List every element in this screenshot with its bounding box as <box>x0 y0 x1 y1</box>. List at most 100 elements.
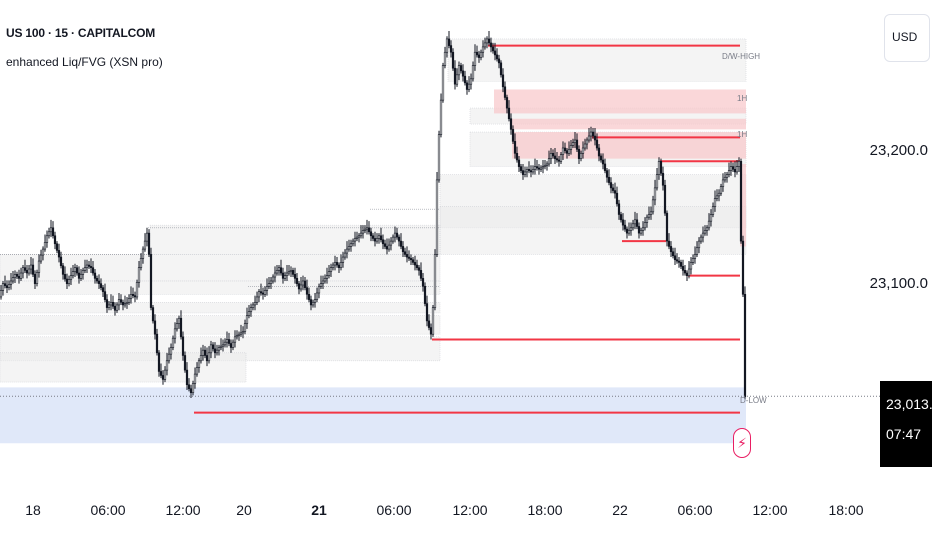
currency-button[interactable]: USD <box>884 14 930 62</box>
candle-body <box>581 147 585 154</box>
candle-body <box>369 231 373 237</box>
dw-high-label: D/W-HIGH <box>722 52 761 61</box>
candle-body <box>211 344 215 350</box>
candle-body <box>461 70 465 77</box>
gray-zone <box>0 280 441 295</box>
candle-body <box>197 360 201 368</box>
candle-body <box>433 254 437 308</box>
candle-body <box>359 232 363 237</box>
candle-body <box>417 267 421 271</box>
candle-body <box>373 238 377 242</box>
candle-body <box>39 254 43 262</box>
candle-body <box>159 371 163 376</box>
x-tick-label: 06:00 <box>376 502 412 518</box>
candle-body <box>335 262 339 266</box>
candle-body <box>85 264 89 269</box>
candle-body <box>261 292 265 295</box>
candle-body <box>125 301 129 304</box>
candle-body <box>161 375 165 380</box>
candle-body <box>353 238 357 242</box>
candle-body <box>413 262 417 266</box>
candle-body <box>657 161 661 175</box>
candle-body <box>649 211 653 215</box>
gray-zone <box>149 224 441 255</box>
candle-body <box>737 161 741 167</box>
candle-body <box>347 246 351 250</box>
candle-body <box>351 240 355 245</box>
candle-body <box>273 272 277 278</box>
candle-body <box>291 270 295 275</box>
candle-body <box>103 291 107 300</box>
candle-body <box>107 304 111 308</box>
last-price-value: 23,013.3 <box>886 396 932 412</box>
candle-body <box>533 166 537 170</box>
candle-body <box>319 283 323 287</box>
candle-body <box>249 307 253 312</box>
candle-body <box>171 337 175 348</box>
candle-body <box>599 155 603 161</box>
candle-body <box>109 301 113 306</box>
fvg-zone <box>512 118 746 130</box>
candle-body <box>443 51 447 66</box>
candle-body <box>59 256 63 267</box>
lightning-icon[interactable]: ⚡ <box>733 428 751 458</box>
candle-body <box>397 236 401 242</box>
candle-body <box>29 264 33 270</box>
candle-body <box>535 166 539 169</box>
candle-body <box>521 170 525 175</box>
candle-body <box>339 262 343 269</box>
candle-body <box>577 149 581 159</box>
candle-body <box>441 65 445 101</box>
candle-body <box>215 349 219 354</box>
candle-body <box>537 167 541 170</box>
candle-body <box>57 250 61 258</box>
candle-body <box>259 291 263 294</box>
candle-body <box>7 284 11 288</box>
candle-body <box>289 270 293 272</box>
candle-body <box>19 272 23 279</box>
candle-body <box>645 216 649 223</box>
candle-body <box>713 198 717 207</box>
candle-body <box>271 276 275 282</box>
candle-body <box>463 75 467 84</box>
candle-body <box>387 244 391 250</box>
candle-body <box>539 167 543 170</box>
candle-body <box>61 265 65 275</box>
candle-body <box>293 274 297 279</box>
candle-body <box>449 45 453 53</box>
candle-body <box>489 42 493 48</box>
candle-body <box>487 38 491 44</box>
candle-body <box>517 159 521 167</box>
candle-body <box>219 345 223 348</box>
candle-body <box>15 274 19 277</box>
candle-body <box>255 296 259 303</box>
candle-body <box>31 264 35 275</box>
candle-body <box>431 307 435 335</box>
fvg-zone <box>740 163 746 247</box>
candle-body <box>233 336 237 343</box>
candle-body <box>653 187 657 201</box>
candle-body <box>619 214 623 221</box>
candle-body <box>439 99 443 136</box>
candle-body <box>729 166 733 171</box>
candle-body <box>491 46 495 52</box>
candle-body <box>707 220 711 229</box>
candle-body <box>509 118 513 130</box>
candle-body <box>695 247 699 255</box>
candle-body <box>683 270 687 274</box>
candle-body <box>243 323 247 332</box>
candle-body <box>613 190 617 194</box>
candle-body <box>541 166 545 169</box>
candle-body <box>739 161 743 242</box>
candle-body <box>531 168 535 173</box>
candle-body <box>515 153 519 161</box>
candle-body <box>587 135 591 141</box>
x-tick-label: 06:00 <box>90 502 126 518</box>
indicator-label[interactable]: enhanced Liq/FVG (XSN pro) <box>6 55 163 69</box>
candle-body <box>87 264 91 267</box>
candle-body <box>651 199 655 213</box>
candle-body <box>543 164 547 167</box>
symbol-title[interactable]: US 100 · 15 · CAPITALCOM <box>6 26 156 40</box>
candle-body <box>553 155 557 159</box>
